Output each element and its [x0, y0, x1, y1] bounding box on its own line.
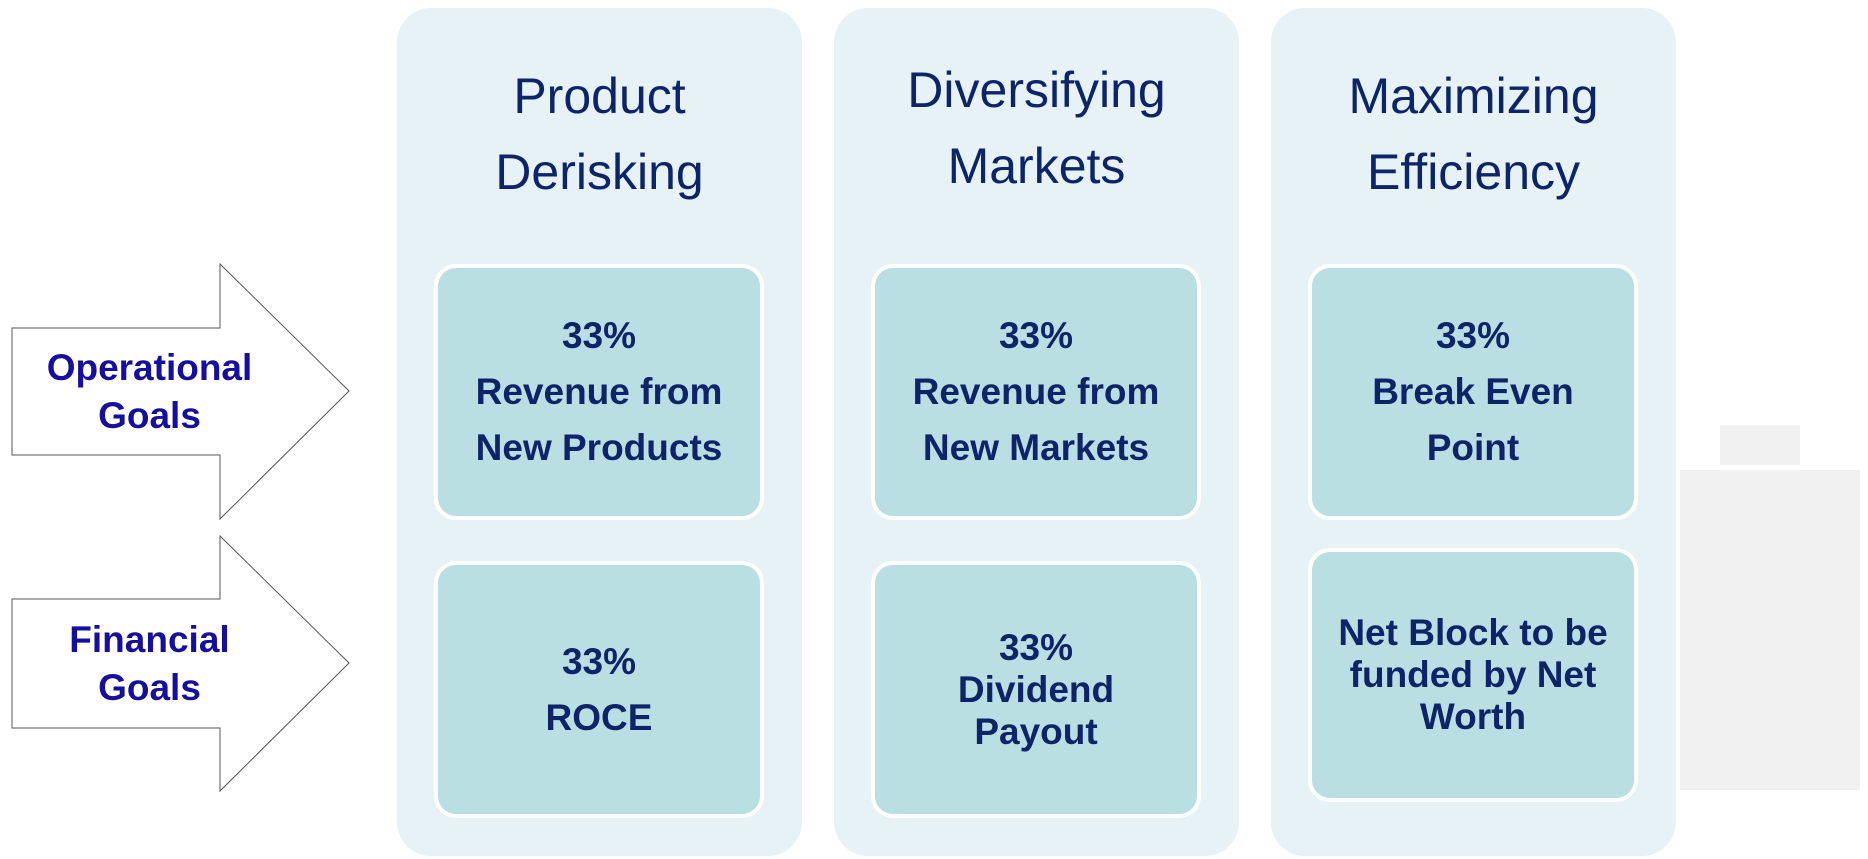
text-line: 33%: [561, 315, 637, 356]
column-title: Maximizing Efficiency: [1271, 58, 1676, 210]
goal-label: Operational Goals: [22, 264, 277, 519]
arrows: [11, 262, 350, 793]
text-line: Goals: [98, 666, 201, 708]
goal-cell: 33% Revenue from New Markets: [871, 264, 1201, 520]
goal-cell: 33% ROCE: [434, 561, 764, 818]
text-line: Markets: [947, 138, 1126, 194]
text-line: Maximizing: [1348, 68, 1599, 124]
column-title: Product Derisking: [397, 58, 802, 210]
column-title: Diversifying Markets: [834, 52, 1239, 204]
text-line: 33%: [561, 640, 637, 682]
arrow: [11, 534, 350, 793]
text-line: Goals: [98, 394, 201, 436]
text-line: Derisking: [495, 144, 704, 200]
text-line: Worth: [1419, 696, 1527, 737]
text-line: Revenue from: [475, 371, 723, 412]
goal-cell: 33% Dividend Payout: [871, 561, 1201, 818]
background-shape: [1680, 470, 1860, 790]
text-line: 33%: [998, 315, 1074, 356]
goal-cell: 33% Break Even Point: [1308, 264, 1638, 520]
text-line: Product: [513, 68, 686, 124]
text-line: Net Block to be: [1338, 612, 1608, 653]
text-line: ROCE: [545, 696, 653, 738]
goal-label: Financial Goals: [22, 536, 277, 791]
goal-cell: 33% Revenue from New Products: [434, 264, 764, 520]
text-line: Dividend: [957, 668, 1115, 710]
background-shape: [1720, 425, 1800, 465]
text-line: Revenue from: [912, 371, 1160, 412]
text-line: Operational: [46, 346, 253, 388]
text-line: Financial: [69, 618, 230, 660]
goal-cell: Net Block to be funded by Net Worth: [1308, 548, 1638, 802]
text-line: Efficiency: [1366, 144, 1581, 200]
text-line: New Markets: [922, 427, 1150, 468]
text-line: New Products: [475, 427, 723, 468]
text-line: 33%: [998, 626, 1074, 668]
text-line: Point: [1426, 427, 1520, 468]
text-line: Payout: [974, 710, 1098, 752]
text-line: Diversifying: [907, 62, 1166, 118]
text-line: Break Even: [1372, 371, 1574, 412]
text-line: funded by Net: [1349, 654, 1597, 695]
text-line: 33%: [1435, 315, 1511, 356]
arrow: [11, 262, 350, 521]
